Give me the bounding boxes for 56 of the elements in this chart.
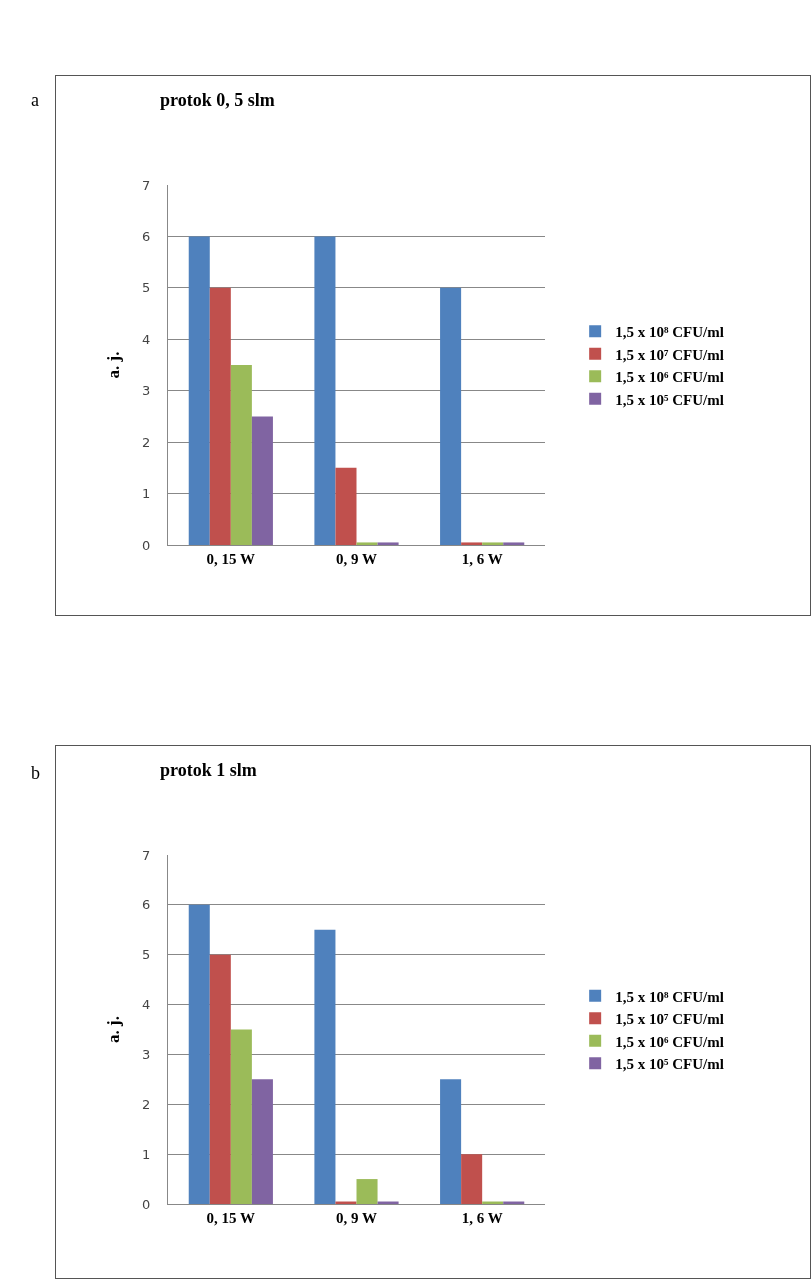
x-tick-label: 0, 9 W xyxy=(336,1210,377,1226)
bar xyxy=(314,236,336,545)
text: b xyxy=(31,763,40,783)
y-tick-label: 4 xyxy=(142,331,151,347)
legend-label: 1,5 x 10⁸ CFU/ml xyxy=(615,988,724,1005)
y-tick-label: 3 xyxy=(142,383,151,399)
y-axis-title: a. j. xyxy=(103,1016,123,1043)
x-tick-label: 0, 9 W xyxy=(336,551,377,567)
chart-title: protok 0, 5 slm xyxy=(160,90,275,111)
x-tick-label: 1, 6 W xyxy=(461,1210,503,1226)
bar xyxy=(482,542,504,545)
y-tick-label: 0 xyxy=(142,1196,151,1212)
bar xyxy=(209,954,231,1204)
y-tick-label: 2 xyxy=(142,1096,151,1112)
bar xyxy=(230,1029,252,1204)
y-tick-label: 3 xyxy=(142,1046,151,1062)
y-axis-title: a. j. xyxy=(103,351,123,379)
y-tick-label: 4 xyxy=(142,997,151,1013)
legend-label: 1,5 x 10⁷ CFU/ml xyxy=(615,346,724,363)
x-tick-label: 1, 6 W xyxy=(461,551,503,567)
y-tick-label: 1 xyxy=(142,486,151,502)
bar xyxy=(461,1154,483,1204)
y-tick-label: 7 xyxy=(142,177,151,193)
legend-label: 1,5 x 10⁵ CFU/ml xyxy=(615,1056,724,1073)
bar xyxy=(503,542,525,545)
y-tick-label: 6 xyxy=(142,228,151,244)
y-tick-label: 2 xyxy=(142,434,151,450)
legend-label: 1,5 x 10⁷ CFU/ml xyxy=(615,1011,724,1028)
bar xyxy=(188,904,210,1204)
y-tick-label: 6 xyxy=(142,897,151,913)
y-tick-label: 5 xyxy=(142,947,151,963)
legend-label: 1,5 x 10⁵ CFU/ml xyxy=(615,391,724,408)
x-tick-label: 0, 15 W xyxy=(206,1210,256,1226)
bar xyxy=(377,542,399,545)
legend-label: 1,5 x 10⁶ CFU/ml xyxy=(615,369,724,386)
text: a xyxy=(31,90,39,110)
bar xyxy=(230,365,252,545)
bar xyxy=(251,416,273,545)
y-tick-label: 0 xyxy=(142,537,151,553)
legend-label: 1,5 x 10⁶ CFU/ml xyxy=(615,1033,724,1050)
chart-title: protok 1 slm xyxy=(160,760,257,781)
y-tick-label: 7 xyxy=(142,847,151,863)
bar xyxy=(188,236,210,545)
legend-label: 1,5 x 10⁸ CFU/ml xyxy=(615,324,724,341)
bar xyxy=(461,542,483,545)
bar xyxy=(209,287,231,545)
bar xyxy=(356,542,378,545)
bar xyxy=(440,1079,462,1204)
bar xyxy=(335,467,357,545)
y-tick-label: 5 xyxy=(142,280,151,296)
y-tick-label: 1 xyxy=(142,1146,151,1162)
bar xyxy=(251,1079,273,1204)
x-tick-label: 0, 15 W xyxy=(206,551,256,567)
bar xyxy=(314,929,336,1204)
bar xyxy=(356,1179,378,1204)
bar xyxy=(440,287,462,545)
